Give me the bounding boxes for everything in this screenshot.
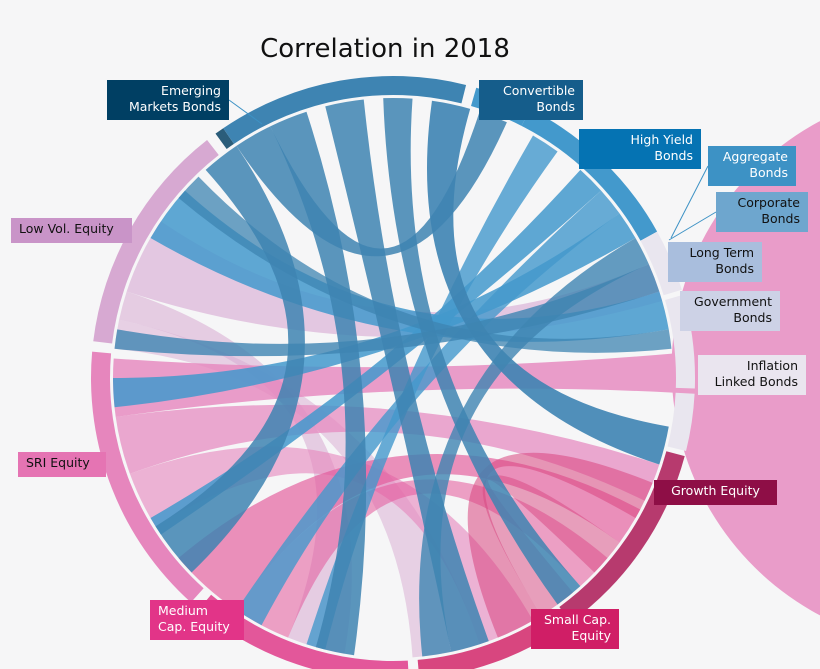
label-sri-equity: SRI Equity [18,452,106,477]
ribbon [236,190,620,626]
label-line: Bonds [654,147,693,163]
label-line: Growth Equity [671,483,760,498]
label-long-term-bonds: Long Term Bonds [668,242,762,282]
label-line: Linked Bonds [714,373,798,389]
ribbon [383,97,581,605]
chart-title: Correlation in 2018 [260,34,510,64]
label-line: Cap. Equity [158,618,230,634]
ribbon [126,221,663,338]
label-low-vol-equity: Low Vol. Equity [11,218,132,243]
group-arcs [90,75,695,669]
ribbon [236,111,507,257]
group-arc [521,108,658,241]
ribbon [178,453,641,611]
leader-line [670,165,709,239]
group-arc [215,128,234,150]
label-line: Long Term [689,245,754,260]
label-line: Bonds [761,210,800,226]
ribbon [115,404,660,501]
group-arc [93,140,219,344]
ribbon [113,213,636,408]
group-arc [559,451,685,623]
ribbon [150,169,602,535]
ribbon [467,452,653,638]
label-line: Bonds [733,309,772,325]
label-line: Government [694,294,772,309]
ribbon [113,121,820,616]
label-government-bonds: Government Bonds [680,291,780,331]
label-line: Equity [571,627,611,643]
group-arc [667,392,695,452]
label-emerging-markets-bonds: Emerging Markets Bonds [107,80,229,120]
label-line: High Yield [630,132,693,147]
leader-line [228,99,263,125]
label-corporate-bonds: Corporate Bonds [716,192,808,232]
leader-line [668,211,717,241]
label-growth-equity: Growth Equity [654,480,777,505]
label-line: Aggregate [722,149,788,164]
group-arc [417,612,562,669]
ribbon [114,264,660,357]
label-line: Medium [158,603,208,618]
label-line: Bonds [715,260,754,276]
label-line: SRI Equity [26,455,90,470]
label-convertible-bonds: Convertible Bonds [479,80,583,120]
label-line: Inflation [746,358,798,373]
label-inflation-linked-bonds: Inflation Linked Bonds [698,355,806,395]
label-line: Bonds [536,98,575,114]
label-line: Markets Bonds [128,98,221,114]
leader-lines [228,99,717,241]
group-arc [90,351,204,603]
label-medium-cap-equity: Medium Cap. Equity [150,600,244,640]
group-arc [223,75,467,144]
label-line: Bonds [749,164,788,180]
label-line: Corporate [737,195,801,210]
ribbons [113,97,820,658]
label-aggregate-bonds: Aggregate Bonds [708,146,796,186]
ribbon [178,176,672,353]
ribbon [426,100,669,465]
ribbon [325,99,489,652]
label-line: Convertible [503,83,575,98]
label-small-cap-equity: Small Cap. Equity [531,609,619,649]
label-line: Low Vol. Equity [19,221,114,236]
label-line: Small Cap. [544,612,611,627]
label-high-yield-bonds: High Yield Bonds [579,129,701,169]
label-line: Emerging [161,83,221,98]
